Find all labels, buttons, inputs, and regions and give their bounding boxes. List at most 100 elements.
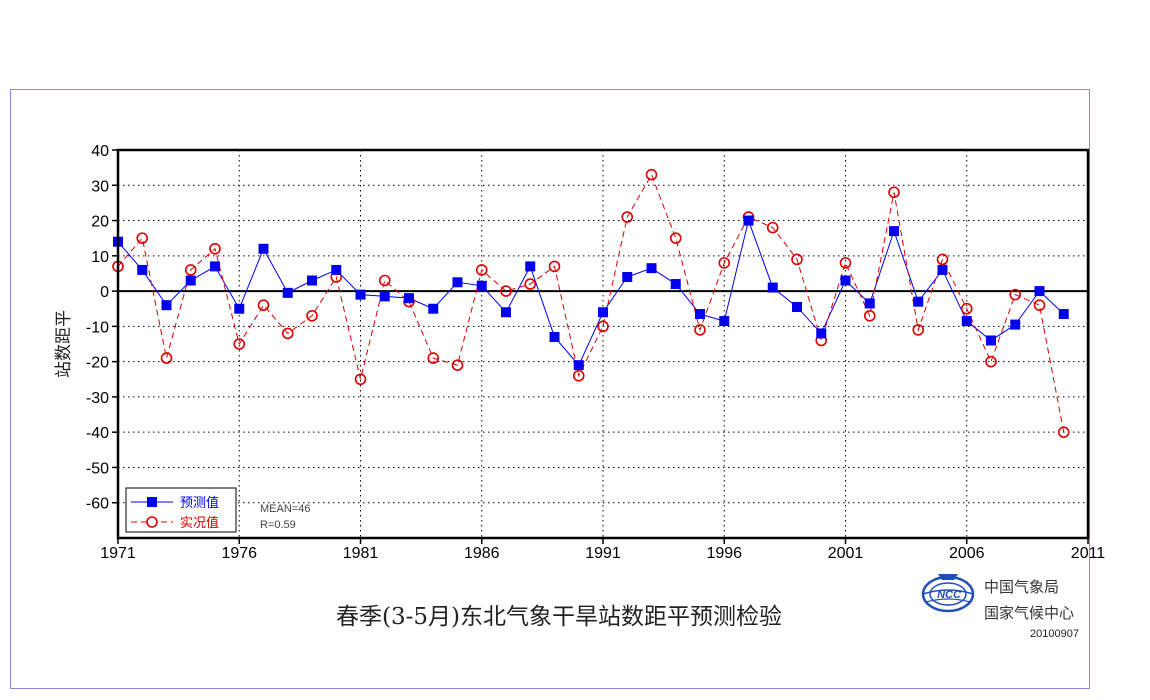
series-line-2 (117, 173, 1065, 433)
data-point-observed (1033, 299, 1046, 312)
data-point-observed (718, 257, 731, 269)
data-point-observed (233, 338, 246, 350)
data-point-observed (694, 324, 706, 336)
x-tick-label: 2001 (828, 545, 864, 562)
figure-frame (10, 89, 1090, 689)
data-point-observed (209, 242, 221, 255)
legend-label: 预测值 (180, 495, 219, 511)
y-tick-label: 0 (100, 284, 109, 301)
y-tick-label: 40 (91, 143, 109, 160)
x-tick-label: 2011 (1071, 545, 1106, 562)
y-tick-label: -10 (86, 319, 109, 336)
legend-marker (147, 497, 157, 507)
y-tick-label: -60 (86, 496, 109, 513)
data-point-forecast (816, 328, 827, 339)
data-point-forecast (452, 277, 463, 288)
data-point-forecast (379, 291, 390, 302)
plot-area (116, 148, 1090, 540)
x-tick-label: 1981 (343, 545, 379, 562)
data-point-observed (791, 253, 803, 266)
data-point-forecast (549, 331, 560, 342)
data-point-observed (839, 257, 852, 269)
data-point-forecast (961, 316, 972, 327)
data-point-observed (1009, 288, 1022, 301)
data-point-forecast (137, 264, 148, 275)
data-point-forecast (1010, 319, 1021, 330)
data-point-observed (306, 309, 318, 322)
data-point-observed (912, 324, 925, 336)
data-point-forecast (331, 264, 342, 275)
series-marks (112, 168, 1070, 438)
data-point-observed (160, 352, 173, 364)
data-point-forecast (258, 243, 269, 254)
data-point-observed (500, 285, 512, 297)
data-point-observed (257, 299, 270, 312)
data-point-observed (863, 309, 876, 322)
data-point-forecast (767, 282, 778, 293)
x-tick-labels: 1971 1976 1981 1986 1991 1996 2001 2006 2011 (100, 538, 1105, 562)
date-code: 20100907 (1030, 628, 1079, 640)
legend-label: 实况值 (180, 515, 219, 531)
legend-marker (146, 516, 158, 528)
data-point-observed (766, 221, 779, 234)
data-point-observed (354, 373, 367, 386)
data-point-forecast (476, 280, 487, 291)
data-point-forecast (695, 309, 705, 320)
mean-annotation: MEAN=46 (260, 503, 310, 515)
y-axis-label: 站数距平 (54, 310, 74, 378)
data-point-forecast (307, 275, 317, 286)
data-point-observed (378, 274, 391, 287)
data-point-observed (645, 168, 658, 181)
data-point-forecast (1058, 309, 1069, 320)
data-point-observed (985, 355, 997, 368)
data-point-forecast (986, 335, 996, 346)
x-tick-label: 1971 (100, 545, 136, 562)
data-point-observed (888, 186, 900, 199)
data-point-forecast (525, 261, 536, 272)
data-point-forecast (1034, 286, 1045, 297)
data-point-forecast (404, 293, 414, 304)
data-point-forecast (501, 307, 511, 318)
y-tick-label: -40 (86, 425, 109, 442)
data-point-observed (936, 253, 949, 266)
data-point-forecast (937, 264, 948, 275)
data-point-forecast (428, 303, 439, 314)
data-point-forecast (889, 226, 899, 237)
data-point-observed (548, 260, 561, 273)
data-point-forecast (743, 215, 754, 226)
x-tick-label: 1991 (585, 545, 621, 562)
data-point-forecast (840, 275, 851, 286)
series-line-1 (117, 218, 1065, 367)
data-point-forecast (282, 287, 293, 298)
series-lines (117, 173, 1065, 433)
data-point-observed (475, 264, 488, 276)
data-point-forecast (573, 360, 584, 371)
y-tick-label: 20 (91, 214, 109, 231)
data-point-observed (427, 352, 440, 364)
logo-text: NCC (937, 589, 962, 601)
org-line-2: 国家气候中心 (984, 604, 1075, 622)
data-point-forecast (646, 263, 657, 274)
data-point-forecast (161, 300, 172, 311)
ncc-globe-logo-icon: NCC (921, 574, 975, 613)
data-point-observed (597, 320, 609, 333)
data-point-forecast (719, 316, 730, 327)
data-point-observed (960, 302, 973, 315)
data-point-forecast (792, 301, 802, 312)
y-tick-labels: 40 30 20 10 0 -10 -20 -30 -40 -50 -60 (86, 143, 118, 513)
data-point-forecast (234, 303, 245, 314)
data-point-observed (1057, 426, 1070, 438)
x-tick-label: 2006 (949, 545, 985, 562)
chart-title: 春季(3-5月)东北气象干旱站数距平预测检验 (336, 604, 782, 630)
y-tick-label: -50 (86, 460, 109, 477)
data-point-observed (621, 211, 634, 223)
org-line-1: 中国气象局 (984, 578, 1060, 596)
x-tick-label: 1996 (706, 545, 742, 562)
y-tick-label: 30 (91, 178, 109, 195)
data-point-forecast (185, 275, 196, 286)
data-point-observed (572, 369, 585, 382)
data-point-forecast (598, 307, 608, 318)
data-point-forecast (355, 289, 366, 300)
